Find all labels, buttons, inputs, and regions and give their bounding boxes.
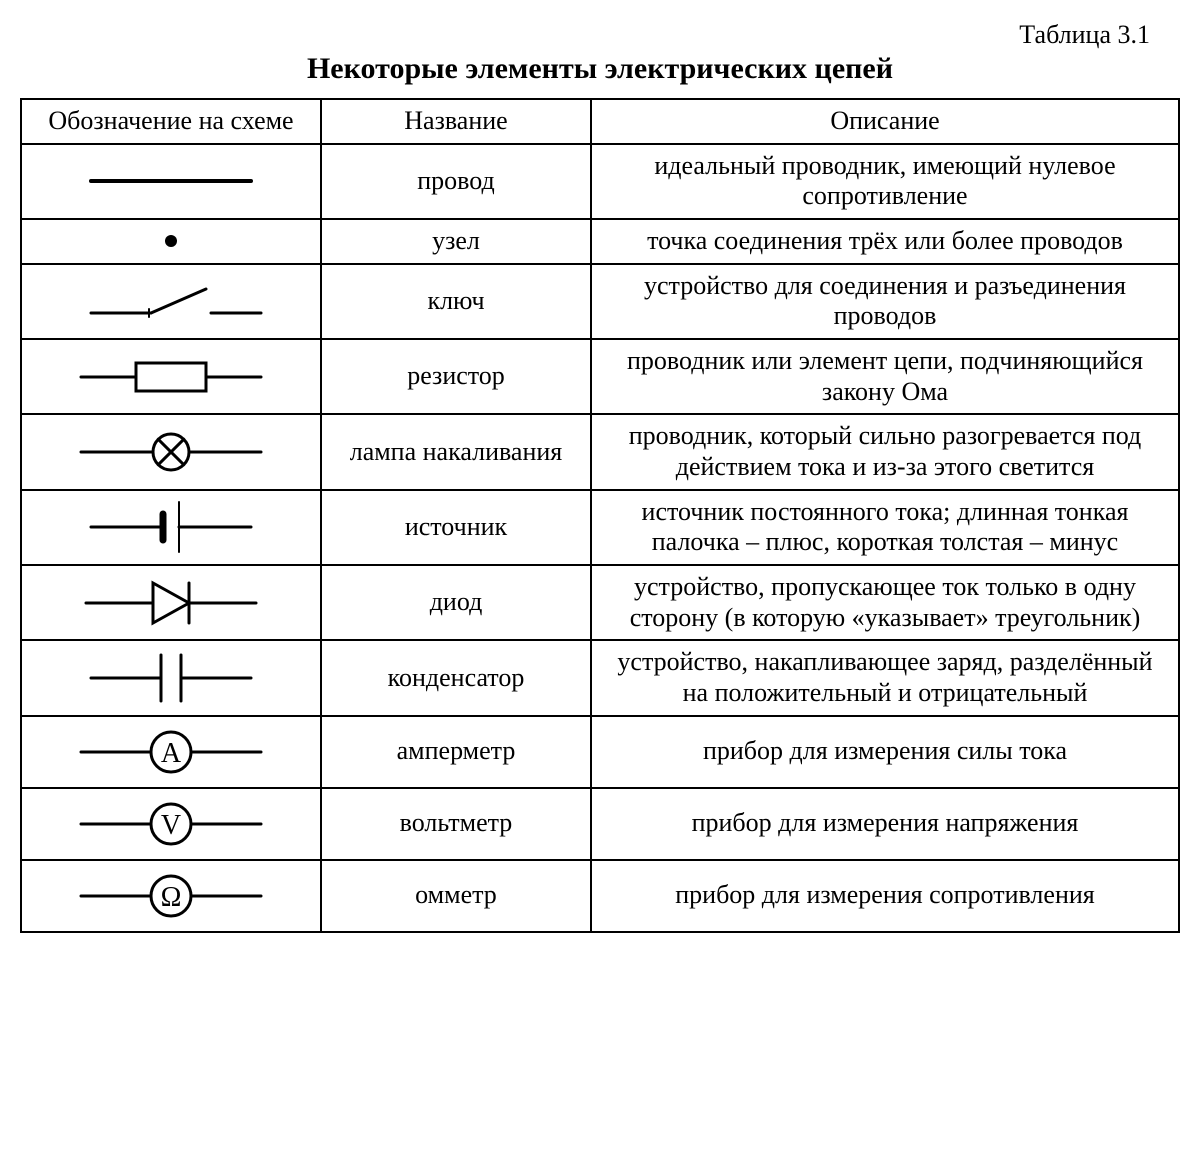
element-name: лампа накаливания (321, 414, 591, 489)
element-name: омметр (321, 860, 591, 932)
element-name: узел (321, 219, 591, 264)
ammeter-symbol-icon: A (21, 716, 321, 788)
col-header-desc: Описание (591, 99, 1179, 144)
table-row: проводидеальный проводник, имеющий нулев… (21, 144, 1179, 219)
circuit-elements-table: Обозначение на схеме Название Описание п… (20, 98, 1180, 933)
source-symbol-icon (21, 490, 321, 565)
element-description: прибор для измерения силы тока (591, 716, 1179, 788)
table-row: лампа накаливанияпроводник, который силь… (21, 414, 1179, 489)
capacitor-symbol-icon (21, 640, 321, 715)
table-row: диодустройство, пропускающее ток только … (21, 565, 1179, 640)
element-description: устройство для соединения и разъ­единени… (591, 264, 1179, 339)
svg-text:A: A (161, 738, 182, 769)
ohmmeter-symbol-icon: Ω (21, 860, 321, 932)
lamp-symbol-icon (21, 414, 321, 489)
wire-symbol-icon (21, 144, 321, 219)
table-row: V вольтметрприбор для измерения напряжен… (21, 788, 1179, 860)
voltmeter-symbol-icon: V (21, 788, 321, 860)
svg-text:V: V (161, 810, 181, 841)
element-name: ключ (321, 264, 591, 339)
table-row: источникисточник постоянного тока; длин­… (21, 490, 1179, 565)
element-description: проводник, который сильно разо­гревается… (591, 414, 1179, 489)
element-name: вольтметр (321, 788, 591, 860)
element-description: проводник или элемент цепи, подчиняющийс… (591, 339, 1179, 414)
table-row: конденсаторустройство, накапливающее зар… (21, 640, 1179, 715)
element-name: резистор (321, 339, 591, 414)
table-body: проводидеальный проводник, имеющий нулев… (21, 144, 1179, 932)
element-name: диод (321, 565, 591, 640)
switch-symbol-icon (21, 264, 321, 339)
element-name: провод (321, 144, 591, 219)
table-row: A амперметрприбор для измерения силы ток… (21, 716, 1179, 788)
element-description: устройство, накапливающее заряд, разделё… (591, 640, 1179, 715)
element-name: источник (321, 490, 591, 565)
node-symbol-icon (21, 219, 321, 264)
resistor-symbol-icon (21, 339, 321, 414)
element-description: прибор для измерения напряжения (591, 788, 1179, 860)
element-name: амперметр (321, 716, 591, 788)
page: Таблица 3.1 Некоторые элементы электриче… (20, 20, 1180, 933)
table-row: ключустройство для соединения и разъ­еди… (21, 264, 1179, 339)
table-header-row: Обозначение на схеме Название Описание (21, 99, 1179, 144)
element-description: источник постоянного тока; длин­ная тонк… (591, 490, 1179, 565)
element-description: прибор для измерения сопротив­ления (591, 860, 1179, 932)
table-number-label: Таблица 3.1 (20, 20, 1150, 50)
table-row: Ω омметрприбор для измерения сопротив­ле… (21, 860, 1179, 932)
table-title: Некоторые элементы электрических цепей (20, 52, 1180, 86)
element-name: конденсатор (321, 640, 591, 715)
table-row: резисторпроводник или элемент цепи, подч… (21, 339, 1179, 414)
element-description: устройство, пропускающее ток только в од… (591, 565, 1179, 640)
element-description: точка соединения трёх или более проводов (591, 219, 1179, 264)
element-description: идеальный проводник, имеющий нулевое соп… (591, 144, 1179, 219)
svg-text:Ω: Ω (161, 882, 182, 913)
diode-symbol-icon (21, 565, 321, 640)
col-header-name: Название (321, 99, 591, 144)
col-header-symbol: Обозначение на схеме (21, 99, 321, 144)
table-row: узелточка соединения трёх или более пров… (21, 219, 1179, 264)
